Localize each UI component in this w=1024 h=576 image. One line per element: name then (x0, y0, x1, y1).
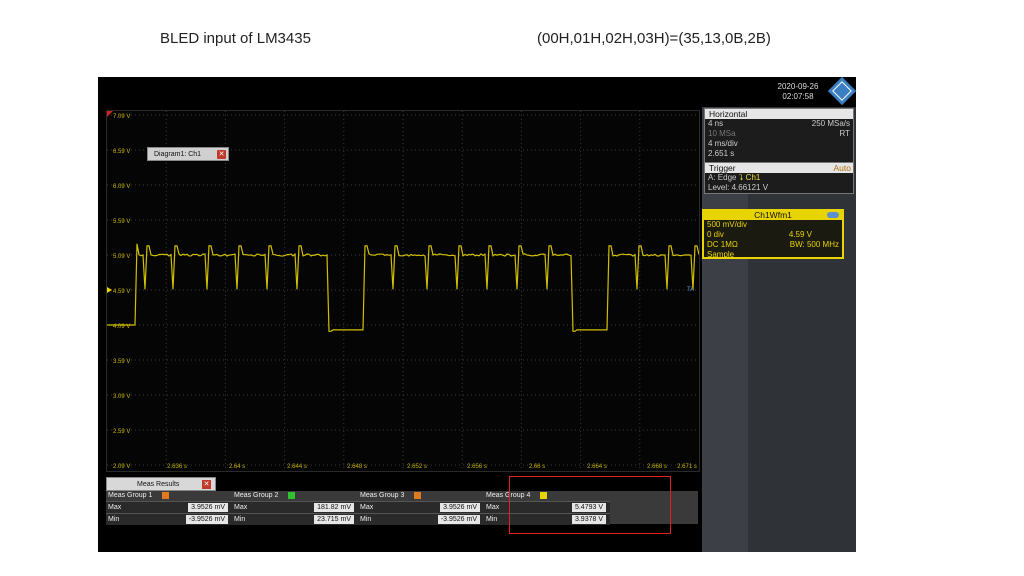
channel-header: Ch1Wfm1 (704, 211, 842, 220)
group-color-icon (414, 492, 421, 499)
meas-group[interactable]: Meas Group 2 Max 181.82 mV Min 23.715 mV (232, 491, 358, 524)
diagram-tab-label: Diagram1: Ch1 (154, 151, 201, 158)
meas-group-name: Meas Group 2 (234, 492, 278, 499)
trigger-type: A: Edge (708, 173, 736, 182)
max-label: Max (486, 502, 499, 513)
group-color-icon (288, 492, 295, 499)
min-label: Min (486, 514, 497, 525)
x-tick-label: 2.64 s (229, 464, 245, 470)
trigger-mode: Auto (834, 163, 852, 173)
waveform-svg: 7.09 V 6.59 V 6.09 V 5.59 V 5.09 V 4.59 V 4.09… (107, 111, 699, 471)
y-tick-label: 5.09 V (113, 254, 130, 260)
max-label: Max (360, 502, 373, 513)
trigger-channel: Ch1 (746, 173, 761, 182)
time-position: 2.651 s (708, 149, 734, 158)
close-icon[interactable]: ✕ (217, 150, 226, 159)
horizontal-row: 2.651 s (705, 149, 853, 159)
vertical-position: 0 div (707, 230, 724, 239)
horizontal-row: 10 MSa RT (705, 129, 853, 139)
sample-rate: 250 MSa/s (812, 119, 850, 129)
group-color-icon (162, 492, 169, 499)
min-value: 23.715 mV (314, 515, 354, 524)
clock-date: 2020-09-26 (768, 82, 828, 92)
trigger-label: Trigger (709, 163, 736, 173)
meas-results-label: Meas Results (137, 481, 179, 488)
diagram-tab[interactable]: Diagram1: Ch1 ✕ (147, 147, 229, 161)
min-label: Min (360, 514, 371, 525)
y-tick-label: 3.59 V (113, 359, 130, 365)
max-value: 3.9526 mV (440, 503, 480, 512)
channel-panel[interactable]: Ch1Wfm1 500 mV/div 0 div 4.59 V DC 1MΩ BW:… (702, 209, 844, 259)
vertical-scale: 500 mV/div (707, 220, 747, 229)
falling-edge-icon: ⮧ (739, 173, 744, 182)
channel-label: Ch1Wfm1 (754, 210, 792, 220)
clock: 2020-09-26 02:07:58 (768, 82, 828, 102)
resolution: 4 ns (708, 119, 723, 128)
x-tick-label: 2.652 s (407, 464, 427, 470)
min-value: -3.9526 mV (186, 515, 228, 524)
max-value: 181.82 mV (314, 503, 354, 512)
horizontal-panel[interactable]: Horizontal 4 ns 250 MSa/s 10 MSa RT 4 ms/d… (704, 108, 854, 164)
toggle-icon[interactable] (827, 212, 839, 218)
y-tick-label: 6.59 V (113, 149, 130, 155)
max-label: Max (108, 502, 121, 513)
clock-time: 02:07:58 (768, 92, 828, 102)
y-tick-label: 4.59 V (113, 289, 130, 295)
slide-title: BLED input of LM3435 (160, 30, 311, 47)
vertical-offset: 4.59 V (789, 230, 812, 240)
highlight-box (509, 476, 671, 534)
meas-results-tab[interactable]: Meas Results ✕ (106, 477, 216, 491)
record-length: 10 MSa (708, 129, 736, 138)
x-tick-label: 2.644 s (287, 464, 307, 470)
meas-group-name: Meas Group 1 (108, 492, 152, 499)
horizontal-row: 4 ns 250 MSa/s (705, 119, 853, 129)
x-tick-label: 2.66 s (529, 464, 545, 470)
horizontal-row: 4 ms/div (705, 139, 853, 149)
trigger-header: Trigger Auto (705, 163, 853, 173)
x-tick-label: 2.664 s (587, 464, 607, 470)
acq-mode: RT (839, 129, 850, 139)
y-tick-label: 6.09 V (113, 184, 130, 190)
meas-group[interactable]: Meas Group 3 Max 3.9526 mV Min -3.9526 mV (358, 491, 484, 524)
min-label: Min (234, 514, 245, 525)
close-icon[interactable]: ✕ (202, 480, 211, 489)
trigger-source-row: A: Edge ⮧ Ch1 (705, 173, 853, 183)
brand-logo-icon (828, 77, 856, 105)
channel-row: Sample (704, 250, 842, 260)
horizontal-header: Horizontal (705, 109, 853, 119)
x-tick-label: 2.636 s (167, 464, 187, 470)
channel-row: 500 mV/div (704, 220, 842, 230)
time-scale: 4 ms/div (708, 139, 738, 148)
trigger-panel[interactable]: Trigger Auto A: Edge ⮧ Ch1 Level: 4.66121… (704, 162, 854, 194)
x-tick-label: 2.668 s (647, 464, 667, 470)
y-tick-label: 5.59 V (113, 219, 130, 225)
meas-group[interactable]: Meas Group 1 Max 3.9526 mV Min -3.9526 mV (106, 491, 232, 524)
x-tick-label: 2.656 s (467, 464, 487, 470)
meas-group-name: Meas Group 3 (360, 492, 404, 499)
register-settings-title: (00H,01H,02H,03H)=(35,13,0B,2B) (537, 30, 771, 47)
coupling: DC 1MΩ (707, 240, 738, 249)
channel-row: 0 div 4.59 V (704, 230, 842, 240)
y-tick-label: 2.09 V (113, 464, 130, 470)
y-tick-label: 3.09 V (113, 394, 130, 400)
x-tick-label: 2.671 s (677, 464, 697, 470)
waveform-plot[interactable]: 7.09 V 6.59 V 6.09 V 5.59 V 5.09 V 4.59 V 4.09… (106, 110, 700, 472)
max-label: Max (234, 502, 247, 513)
oscilloscope-screenshot: 2020-09-26 02:07:58 7.09 V 6.59 V 6.09 V 5.… (98, 77, 856, 552)
min-label: Min (108, 514, 119, 525)
x-tick-label: 2.648 s (347, 464, 367, 470)
y-tick-label: 2.59 V (113, 429, 130, 435)
offset-marker-icon (107, 287, 112, 293)
min-value: -3.9526 mV (438, 515, 480, 524)
bandwidth: BW: 500 MHz (790, 240, 839, 250)
y-tick-label: 7.09 V (113, 114, 130, 120)
max-value: 3.9526 mV (188, 503, 228, 512)
channel-row: DC 1MΩ BW: 500 MHz (704, 240, 842, 250)
acq-type: Sample (707, 250, 734, 259)
trigger-level: Level: 4.66121 V (705, 183, 853, 193)
